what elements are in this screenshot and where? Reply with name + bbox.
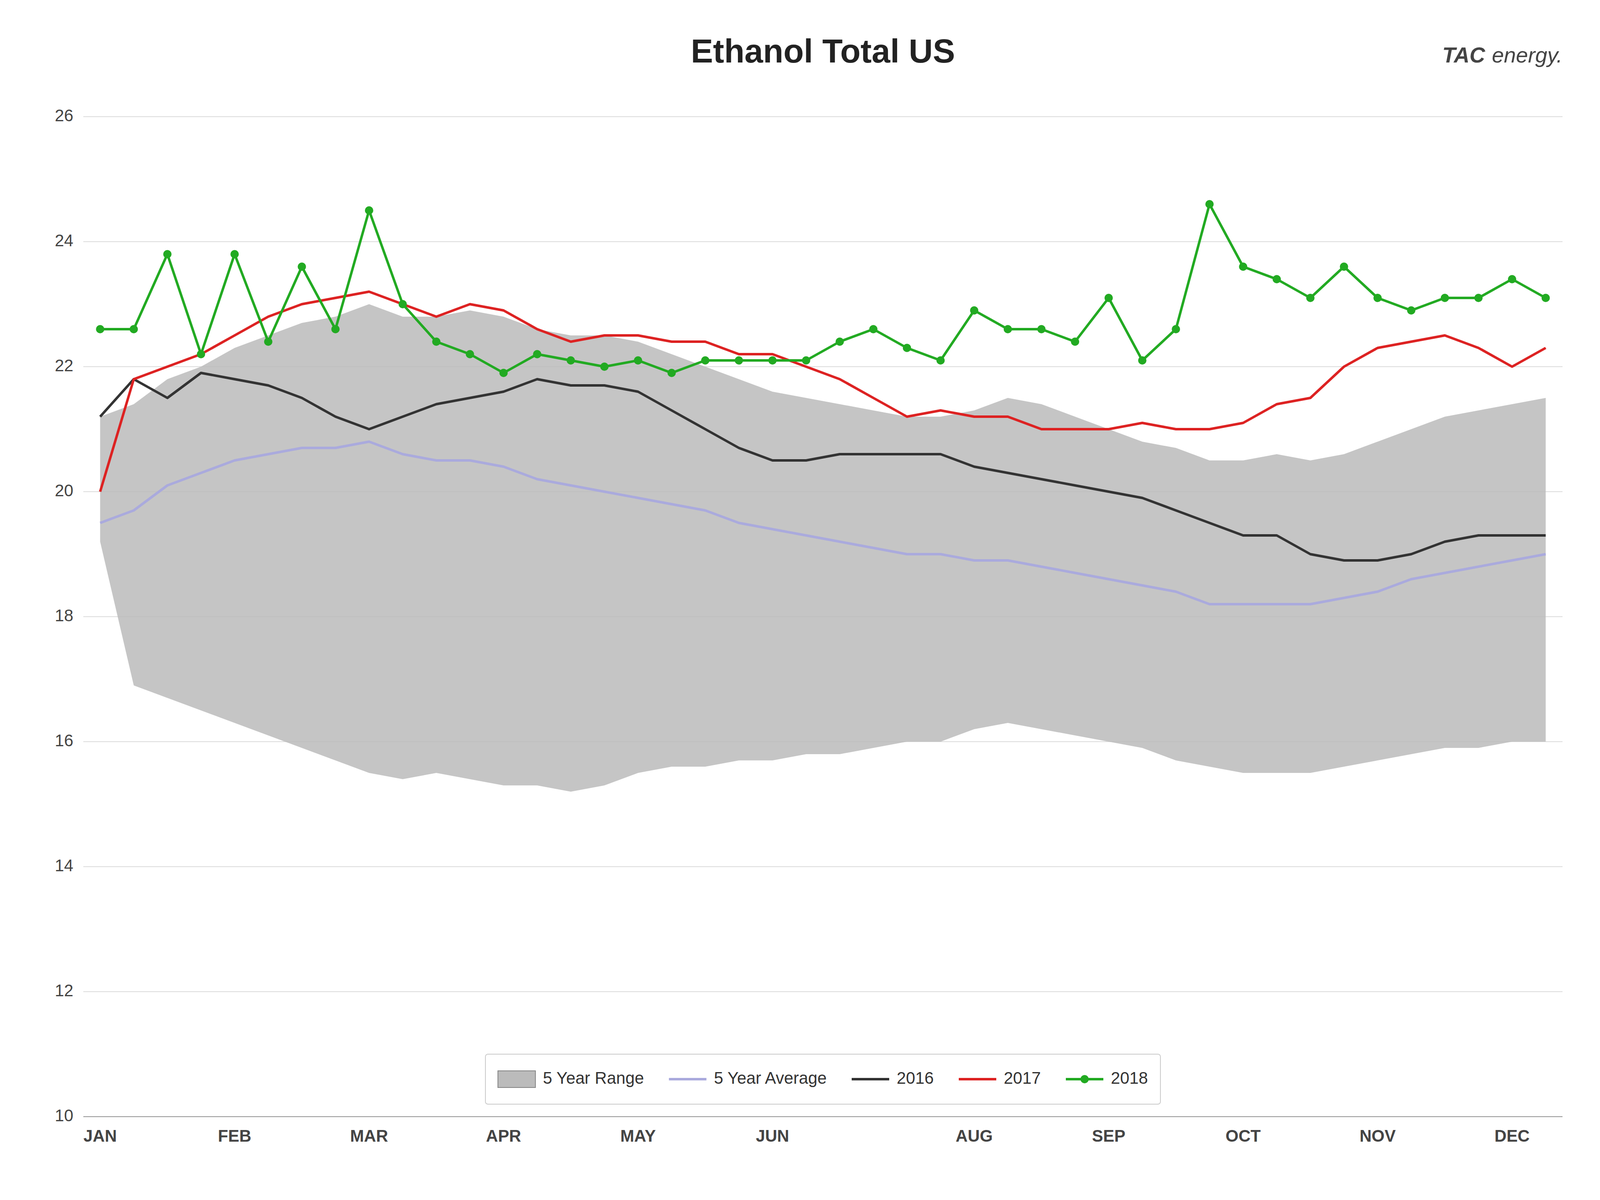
grid-line (83, 991, 1563, 993)
legend: 5 Year Range 5 Year Average 2016 2017 2018 (485, 1054, 1161, 1105)
legend-label: 2018 (1110, 1068, 1148, 1088)
series-marker (1407, 306, 1416, 315)
y-tick-label: 24 (55, 231, 74, 250)
series-marker (600, 362, 609, 371)
range-band (100, 304, 1546, 792)
x-tick-label: FEB (217, 1126, 252, 1145)
x-tick-label: JUN (755, 1126, 790, 1145)
series-marker (1306, 293, 1315, 303)
x-tick-label: AUG (955, 1126, 993, 1145)
series-marker (1440, 293, 1450, 303)
grid-line (83, 1116, 1563, 1118)
background (0, 0, 1600, 1200)
series-marker (532, 350, 542, 359)
series-marker (902, 343, 912, 353)
series-marker (802, 356, 811, 365)
y-tick-label: 20 (55, 481, 74, 500)
x-tick-label: SEP (1092, 1126, 1126, 1145)
series-marker (432, 337, 441, 346)
marks (95, 200, 1550, 792)
series-marker (734, 356, 743, 365)
series-marker (1239, 262, 1248, 271)
series-marker (1340, 262, 1349, 271)
series-line (100, 372, 1546, 561)
x-tick-label: MAR (350, 1126, 388, 1145)
y-tick-label: 10 (55, 1106, 74, 1125)
series-marker (566, 356, 575, 365)
series-marker (701, 356, 710, 365)
series-line (100, 204, 1546, 373)
series-marker (196, 350, 205, 359)
series-marker (1507, 275, 1517, 284)
x-axis: JAN FEB MAR APR MAY JUN AUG SEP OCT NOV DEC (83, 1116, 1563, 1145)
series-marker (1373, 293, 1382, 303)
legend-swatch (851, 1077, 890, 1081)
y-tick-label: 12 (55, 981, 74, 1000)
series-marker (936, 356, 945, 365)
series-marker (331, 325, 340, 334)
legend-swatch (668, 1077, 707, 1081)
x-tick-label: DEC (1494, 1126, 1530, 1145)
legend-label: 2017 (1003, 1068, 1041, 1088)
series-marker (1070, 337, 1080, 346)
y-tick-label: 18 (55, 606, 74, 625)
annotation: energy. (1491, 42, 1563, 68)
x-tick-label: APR (485, 1126, 522, 1145)
series-marker (1205, 200, 1214, 209)
series-marker (667, 368, 676, 378)
annotations: energy.TAC (1442, 42, 1563, 68)
legend-marker (1080, 1075, 1089, 1084)
series-marker (297, 262, 306, 271)
series-line (100, 441, 1546, 605)
legend-label: 2016 (896, 1068, 934, 1088)
y-axis: 10 12 14 16 18 20 22 24 26 (55, 106, 74, 1125)
series-marker (1137, 356, 1147, 365)
series-marker (1272, 275, 1281, 284)
series-marker (633, 356, 643, 365)
series-marker (230, 250, 239, 259)
series-marker (398, 300, 407, 309)
series-marker (163, 250, 172, 259)
series-marker (465, 350, 475, 359)
series-marker (1541, 293, 1550, 303)
series-marker (1171, 325, 1180, 334)
legend-swatch (497, 1070, 536, 1088)
x-tick-label: JAN (83, 1126, 117, 1145)
legend-label: 5 Year Range (542, 1068, 644, 1088)
series-marker (768, 356, 777, 365)
chart: Ethanol Total US energy.TAC 10 12 14 16 18 20 22… (0, 0, 1600, 1200)
series-marker (869, 325, 878, 334)
series-marker (1104, 293, 1113, 303)
legend-swatch (958, 1077, 997, 1081)
grid (83, 116, 1563, 1117)
series-marker (1003, 325, 1013, 334)
series-marker (970, 306, 979, 315)
legend-frame (485, 1054, 1161, 1105)
series-marker (129, 325, 138, 334)
grid-line (83, 241, 1563, 243)
series-line (100, 291, 1546, 492)
series-marker (1037, 325, 1046, 334)
annotation: TAC (1442, 42, 1486, 68)
series-marker (264, 337, 273, 346)
x-tick-label: NOV (1359, 1126, 1396, 1145)
x-tick-label: MAY (620, 1126, 657, 1145)
grid-line (83, 866, 1563, 868)
grid-line (83, 116, 1563, 118)
y-tick-label: 22 (55, 356, 74, 375)
x-axis-line (83, 1116, 1563, 1118)
legend-label: 5 Year Average (713, 1068, 827, 1088)
x-tick-label: OCT (1225, 1126, 1261, 1145)
y-tick-label: 14 (55, 856, 74, 875)
y-tick-label: 16 (55, 731, 74, 750)
series-marker (95, 325, 105, 334)
series-marker (1474, 293, 1483, 303)
title: Ethanol Total US (690, 32, 955, 70)
series-marker (365, 206, 374, 215)
series-marker (835, 337, 844, 346)
series-marker (499, 368, 508, 378)
y-tick-label: 26 (55, 106, 74, 125)
